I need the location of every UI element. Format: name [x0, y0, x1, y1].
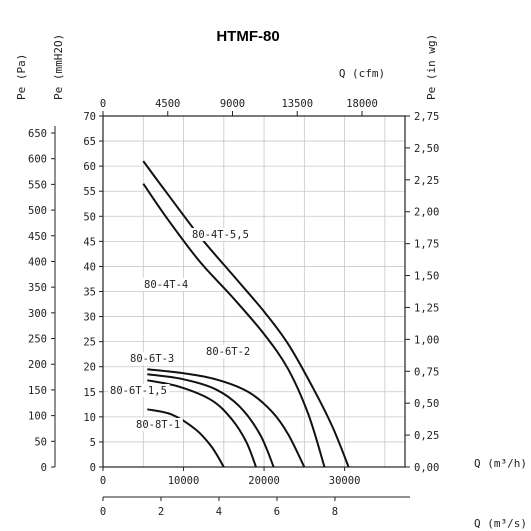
inwg-tick-label: 2,25: [414, 175, 439, 187]
inwg-tick-label: 0,50: [414, 398, 439, 410]
pa-tick-label: 500: [28, 205, 47, 217]
mmh2o-tick-label: 60: [83, 161, 96, 173]
axes: 7065605550454035302520151050650600550500…: [28, 98, 439, 518]
chart-title: HTMF-80: [216, 28, 279, 45]
curve-80-6t-2: [147, 373, 275, 468]
cfm-tick-label: 13500: [281, 98, 313, 110]
pa-tick-label: 300: [28, 308, 47, 320]
top-axis-label: Q (cfm): [339, 67, 385, 80]
mmh2o-tick-label: 65: [83, 136, 96, 148]
m3h-tick-label: 30000: [329, 475, 361, 487]
m3s-tick-label: 6: [274, 506, 280, 518]
curve-80-4t-5-5: [142, 160, 350, 468]
mmh2o-tick-label: 40: [83, 261, 96, 273]
inwg-tick-label: 1,75: [414, 239, 439, 251]
series-label-80-4t-4: 80-4T-4: [144, 279, 188, 291]
mmh2o-tick-label: 70: [83, 111, 96, 123]
pa-tick-label: 400: [28, 256, 47, 268]
series-label-80-6t-3-bg: [128, 352, 177, 365]
inwg-tick-label: 1,25: [414, 302, 439, 314]
pa-tick-label: 600: [28, 154, 47, 166]
mmh2o-tick-label: 5: [90, 437, 96, 449]
left-axis-label-pa: Pe (Pa): [15, 54, 28, 100]
inwg-tick-label: 0,75: [414, 366, 439, 378]
m3h-tick-label: 10000: [168, 475, 200, 487]
mmh2o-tick-label: 55: [83, 186, 96, 198]
pa-tick-label: 550: [28, 179, 47, 191]
cfm-tick-label: 4500: [155, 98, 180, 110]
pa-tick-label: 0: [41, 462, 47, 474]
curves: [142, 160, 350, 468]
labels: 80-4T-5,5 80-4T-4 80-6T-3 80-6T-2 80-6T-1,5 8…: [108, 228, 253, 431]
m3s-tick-label: 4: [216, 506, 222, 518]
pa-tick-label: 50: [34, 436, 47, 448]
mmh2o-tick-label: 35: [83, 287, 96, 299]
series-label-80-6t-1-5: 80-6T-1,5: [110, 385, 167, 397]
inwg-tick-label: 2,75: [414, 111, 439, 123]
series-label-80-6t-1-5-bg: [108, 384, 170, 397]
m3h-tick-label: 20000: [248, 475, 280, 487]
series-label-80-8t-1: 80-8T-1: [136, 419, 180, 431]
inwg-tick-label: 0,00: [414, 462, 439, 474]
inwg-tick-label: 2,50: [414, 143, 439, 155]
m3s-tick-label: 0: [100, 506, 106, 518]
grid: [103, 115, 405, 468]
pa-tick-label: 150: [28, 385, 47, 397]
mmh2o-tick-label: 45: [83, 236, 96, 248]
mmh2o-tick-label: 20: [83, 362, 96, 374]
curve-80-6t-1-5: [147, 379, 257, 468]
series-label-80-8t-1-bg: [134, 418, 183, 431]
inwg-tick-label: 2,00: [414, 207, 439, 219]
pa-tick-label: 450: [28, 231, 47, 243]
series-label-80-6t-2-bg: [204, 345, 253, 358]
cfm-tick-label: 0: [100, 98, 106, 110]
series-label-80-6t-2: 80-6T-2: [206, 346, 250, 358]
pa-tick-label: 200: [28, 359, 47, 371]
mmh2o-tick-label: 10: [83, 412, 96, 424]
mmh2o-tick-label: 25: [83, 337, 96, 349]
mmh2o-tick-label: 15: [83, 387, 96, 399]
inwg-tick-label: 0,25: [414, 430, 439, 442]
pa-tick-label: 100: [28, 411, 47, 423]
series-label-80-4t-4-bg: [142, 278, 191, 291]
bottom-axis-label-m3h: Q (m³/h): [474, 457, 527, 470]
mmh2o-tick-label: 50: [83, 211, 96, 223]
series-label-80-4t-5-5: 80-4T-5,5: [192, 229, 249, 241]
cfm-tick-label: 9000: [220, 98, 245, 110]
curve-80-6t-3: [147, 368, 306, 468]
mmh2o-tick-label: 30: [83, 312, 96, 324]
m3s-tick-label: 2: [158, 506, 164, 518]
pa-tick-label: 250: [28, 334, 47, 346]
mmh2o-tick-label: 0: [90, 462, 96, 474]
left-axis-label-mmh2o: Pe (mmH2O): [52, 34, 65, 100]
m3h-tick-label: 0: [100, 475, 106, 487]
curve-80-4t-4: [142, 183, 326, 468]
series-label-80-6t-3: 80-6T-3: [130, 353, 174, 365]
inwg-tick-label: 1,00: [414, 334, 439, 346]
series-label-80-4t-5-5-bg: [190, 228, 252, 241]
pa-tick-label: 650: [28, 128, 47, 140]
right-axis-label: Pe (in wg): [425, 34, 438, 100]
cfm-tick-label: 18000: [346, 98, 378, 110]
inwg-tick-label: 1,50: [414, 271, 439, 283]
bottom-axis-label-m3s: Q (m³/s): [474, 517, 527, 530]
pa-tick-label: 350: [28, 282, 47, 294]
m3s-tick-label: 8: [332, 506, 338, 518]
curve-80-8t-1: [147, 408, 225, 468]
